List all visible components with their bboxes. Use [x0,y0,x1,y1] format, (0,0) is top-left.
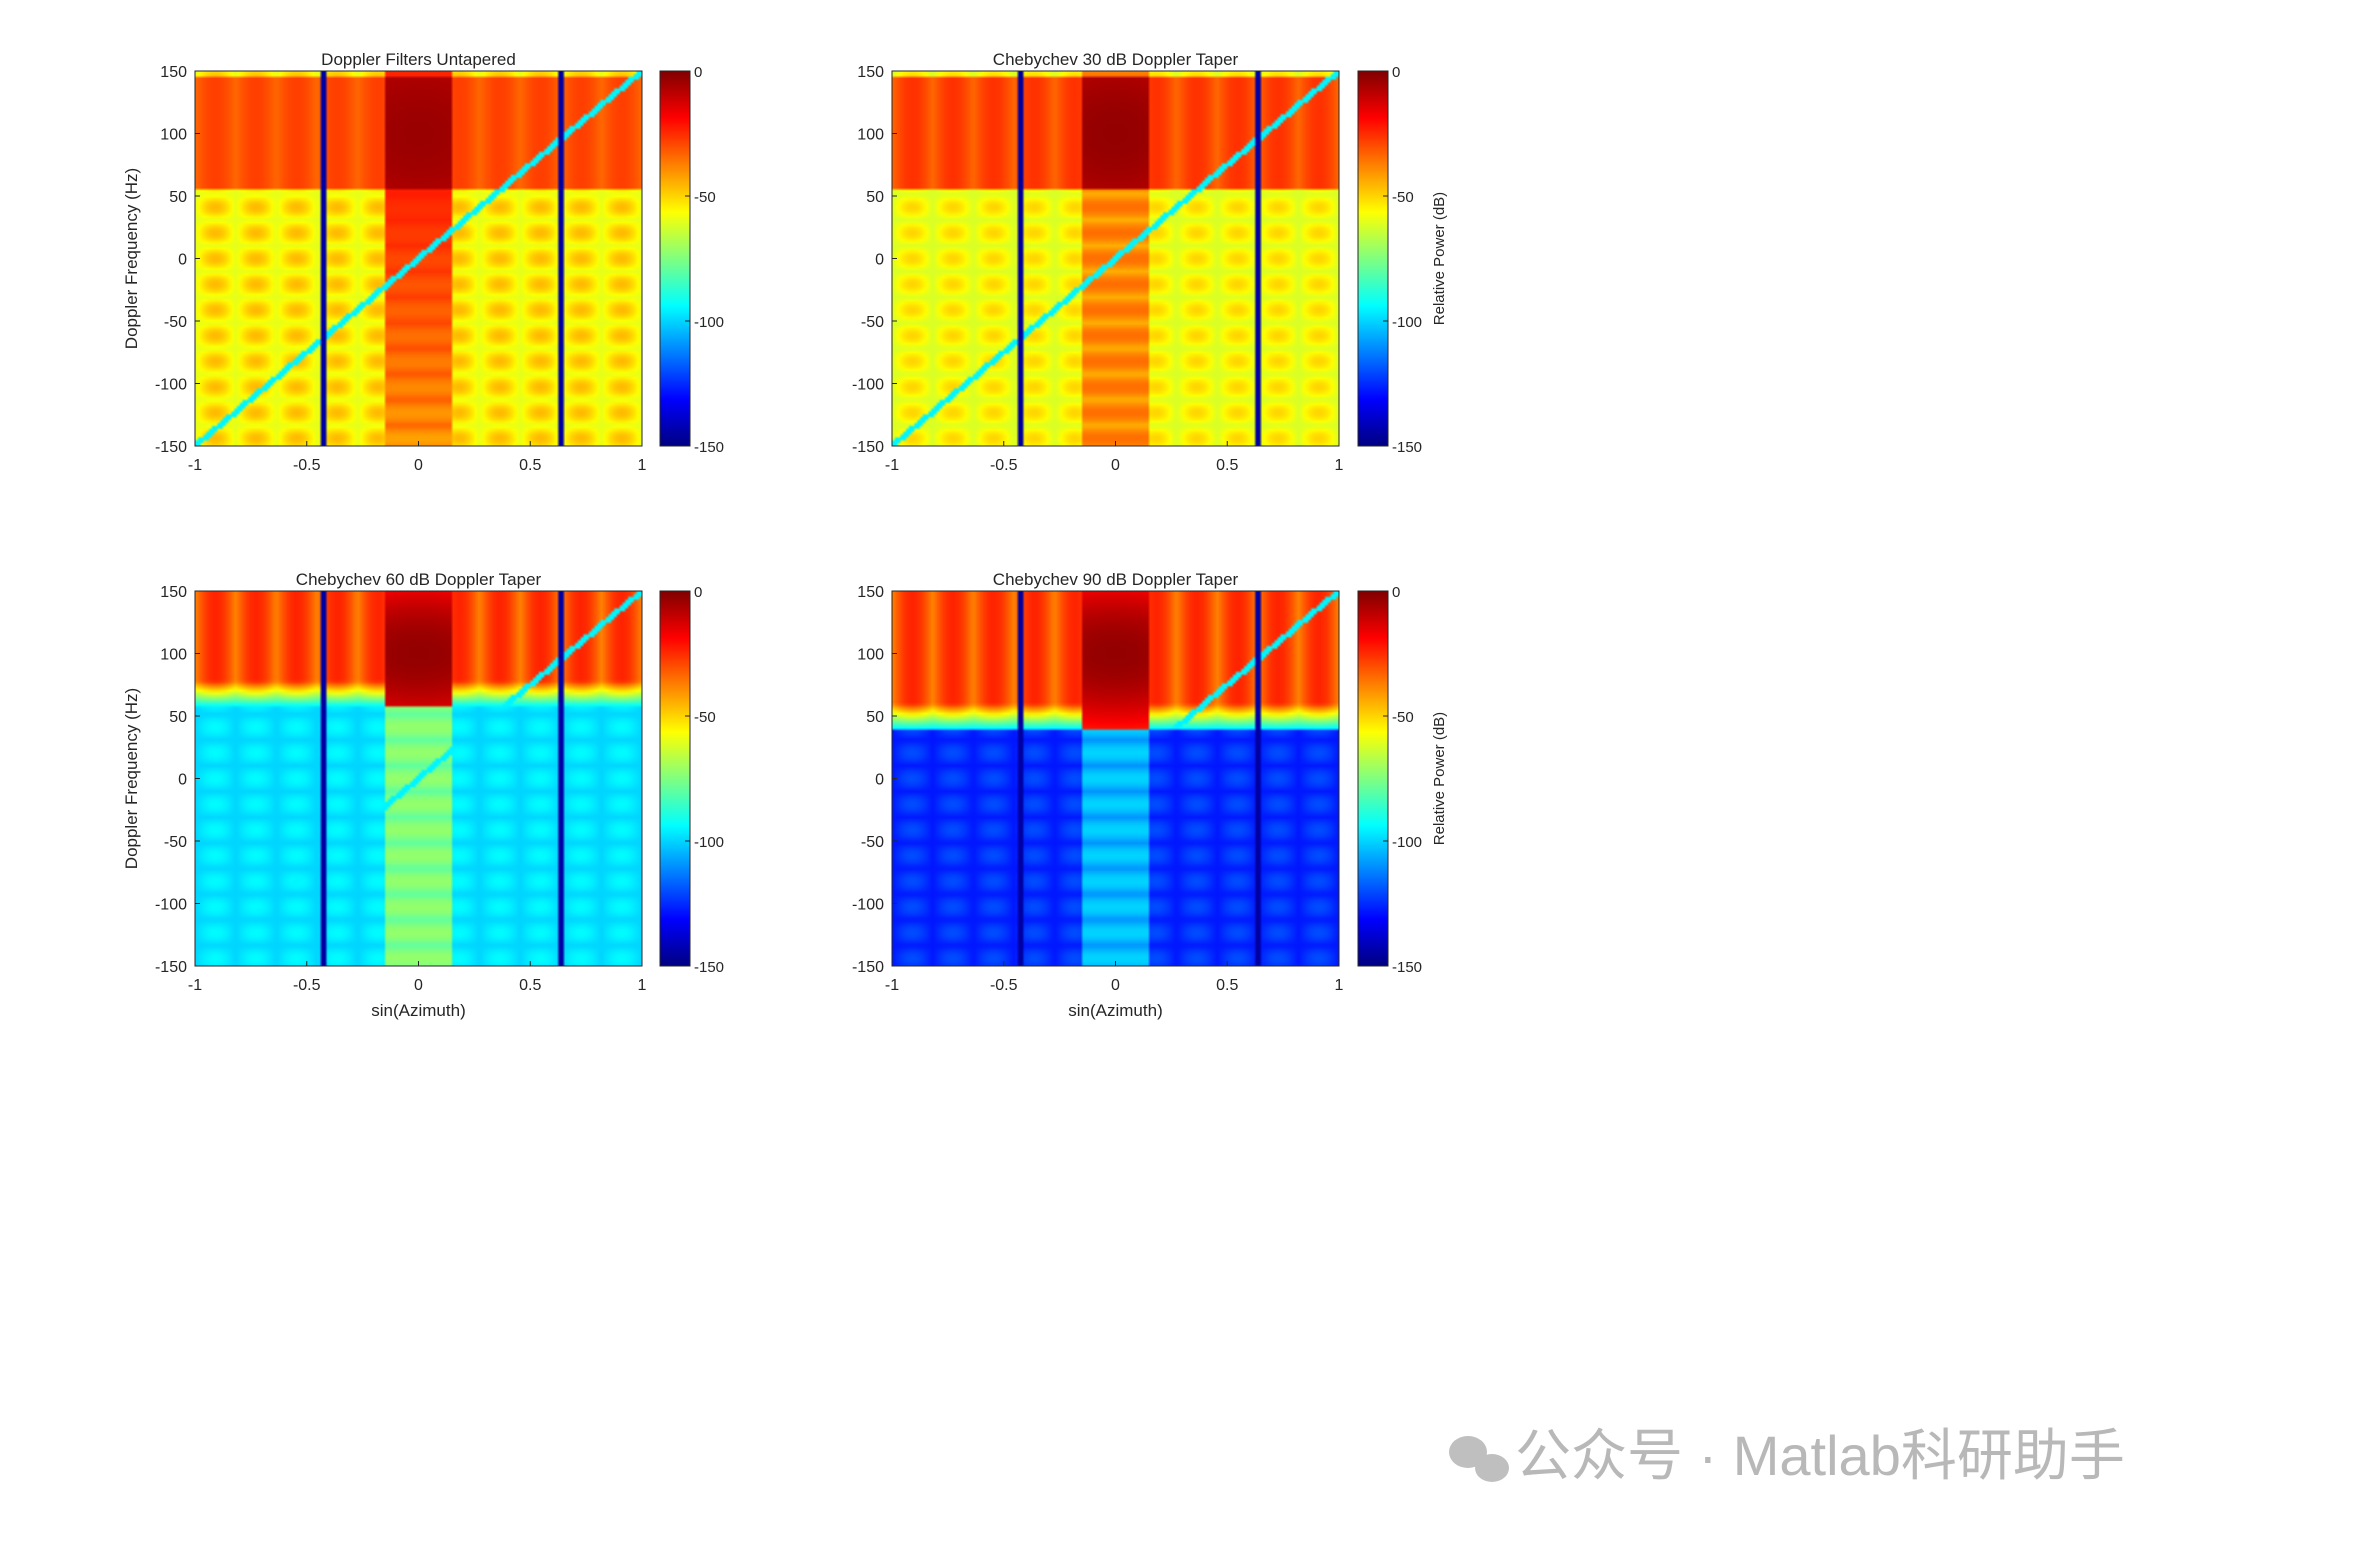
y-tick-label: 0 [875,772,884,789]
y-tick-label: 100 [857,647,884,664]
colorbar-gradient [1357,590,1389,967]
y-tick-label: 150 [160,64,187,81]
colorbar-tick-label: -150 [694,439,724,456]
x-tick-label: 0.5 [1216,977,1238,994]
y-axis-label: Doppler Frequency (Hz) [122,688,141,869]
colorbar-label: Relative Power (dB) [1431,192,1448,325]
heatmap-image [892,71,1339,446]
y-axis-label: Doppler Frequency (Hz) [122,168,141,349]
watermark: 公众号 · Matlab科研助手 [1449,1424,2125,1487]
colorbar-tick-label: 0 [1392,64,1400,81]
colorbar-gradient [659,590,691,967]
y-tick-label: 150 [160,584,187,601]
y-tick-label: -100 [155,897,187,914]
y-tick-label: 50 [866,189,884,206]
y-tick-label: 50 [169,189,187,206]
x-tick-label: 0 [414,457,423,474]
y-tick-label: 150 [857,64,884,81]
colorbar-tick-label: -150 [694,959,724,976]
y-tick-label: -150 [852,439,884,456]
y-tick-label: -100 [155,377,187,394]
x-tick-label: -1 [188,457,202,474]
heatmap-image [195,71,642,446]
colorbar-gradient [659,70,691,447]
y-tick-label: 150 [857,584,884,601]
chart-title: Doppler Filters Untapered [321,50,516,69]
colorbar-label: Relative Power (dB) [1431,712,1448,845]
chart-title: Chebychev 60 dB Doppler Taper [296,570,542,589]
y-tick-label: -50 [164,834,187,851]
colorbar-tick-label: -100 [694,834,724,851]
y-tick-label: -50 [861,834,884,851]
x-tick-label: 0 [414,977,423,994]
y-tick-label: -100 [852,897,884,914]
colorbar: -150 -100 -50 0 [659,584,724,976]
x-tick-label: -0.5 [990,457,1018,474]
y-tick-label: -50 [861,314,884,331]
x-tick-label: 1 [638,977,647,994]
y-tick-label: 0 [178,252,187,269]
colorbar-tick-label: -100 [1392,314,1422,331]
x-axis-label: sin(Azimuth) [371,1001,465,1020]
colorbar-tick-label: 0 [694,584,702,601]
x-tick-label: 0 [1111,457,1120,474]
y-tick-label: -100 [852,377,884,394]
x-tick-label: 0 [1111,977,1120,994]
chart-panel-4: Chebychev 90 dB Doppler Taper -1 -0.5 0 0.5 1… [852,570,1448,1020]
colorbar: -150 -100 -50 0 Relative Power (dB) [1357,64,1448,456]
colorbar-tick-label: -50 [694,189,716,206]
x-tick-label: 1 [638,457,647,474]
x-tick-label: -0.5 [990,977,1018,994]
y-tick-label: 50 [866,709,884,726]
colorbar: -150 -100 -50 0 [659,64,724,456]
wechat-icon [1449,1436,1509,1482]
x-tick-label: -1 [885,977,899,994]
chart-panel-1: Doppler Filters Untapered -1 -0.5 0 0.5 1 -150… [122,50,724,474]
x-tick-label: 1 [1335,977,1344,994]
y-tick-label: 100 [160,127,187,144]
y-tick-label: 50 [169,709,187,726]
x-tick-label: -1 [885,457,899,474]
heatmap-image [195,591,642,966]
colorbar-tick-label: -50 [1392,709,1414,726]
chart-panel-3: Chebychev 60 dB Doppler Taper -1 -0.5 0 0.5 1… [122,570,724,1020]
y-tick-label: 100 [160,647,187,664]
x-tick-label: 0.5 [1216,457,1238,474]
y-tick-label: 100 [857,127,884,144]
y-tick-label: 0 [178,772,187,789]
x-tick-label: 1 [1335,457,1344,474]
y-tick-label: -150 [852,959,884,976]
x-axis-label: sin(Azimuth) [1068,1001,1162,1020]
x-tick-label: -0.5 [293,457,321,474]
colorbar-tick-label: 0 [694,64,702,81]
chart-title: Chebychev 90 dB Doppler Taper [993,570,1239,589]
y-tick-label: 0 [875,252,884,269]
colorbar-tick-label: -150 [1392,959,1422,976]
colorbar-tick-label: -150 [1392,439,1422,456]
x-tick-label: -0.5 [293,977,321,994]
chart-title: Chebychev 30 dB Doppler Taper [993,50,1239,69]
colorbar-gradient [1357,70,1389,447]
colorbar-tick-label: -100 [694,314,724,331]
colorbar-tick-label: -100 [1392,834,1422,851]
colorbar-tick-label: -50 [694,709,716,726]
colorbar-tick-label: -50 [1392,189,1414,206]
y-tick-label: -150 [155,439,187,456]
x-tick-label: 0.5 [519,977,541,994]
x-tick-label: 0.5 [519,457,541,474]
watermark-text: 公众号 · Matlab科研助手 [1515,1424,2125,1487]
heatmap-image [892,591,1339,966]
colorbar-tick-label: 0 [1392,584,1400,601]
y-tick-label: -150 [155,959,187,976]
chart-panel-2: Chebychev 30 dB Doppler Taper -1 -0.5 0 0.5 1… [852,50,1448,474]
x-tick-label: -1 [188,977,202,994]
y-tick-label: -50 [164,314,187,331]
colorbar: -150 -100 -50 0 Relative Power (dB) [1357,584,1448,976]
